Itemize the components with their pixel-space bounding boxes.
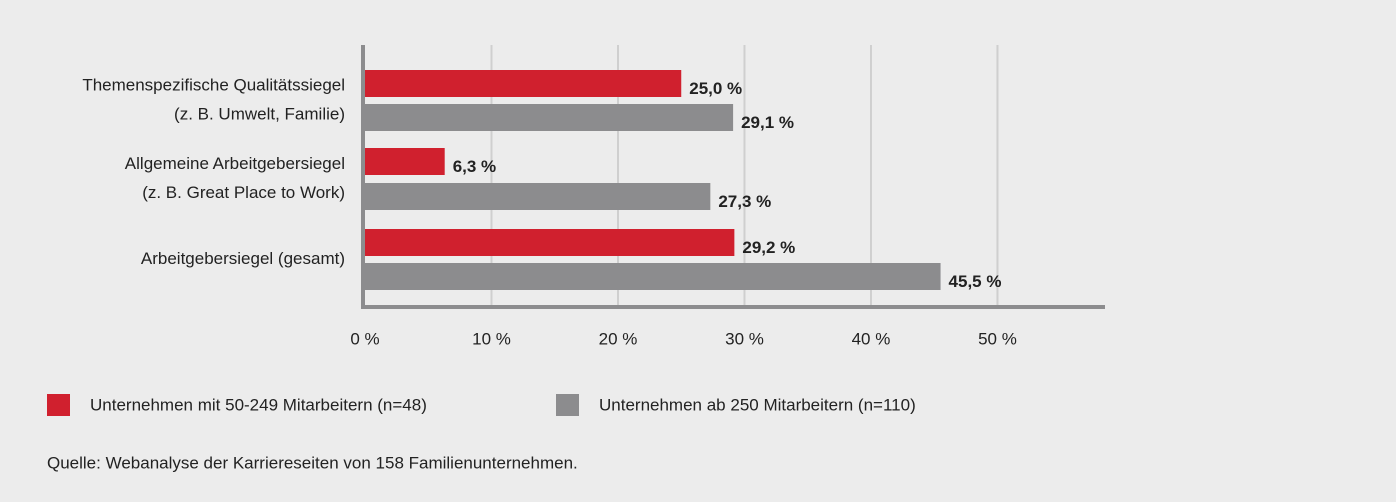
value-label: 45,5 %: [949, 272, 1002, 291]
bar: [365, 148, 445, 175]
category-label: Allgemeine Arbeitgebersiegel: [125, 154, 345, 173]
x-tick-label: 30 %: [725, 329, 764, 348]
x-tick-label: 40 %: [852, 329, 891, 348]
legend-label: Unternehmen ab 250 Mitarbeitern (n=110): [599, 395, 916, 414]
legend-swatch: [47, 394, 70, 416]
category-label: (z. B. Umwelt, Familie): [174, 104, 345, 123]
legend-swatch: [556, 394, 579, 416]
x-tick-label: 0 %: [350, 329, 379, 348]
category-label: Themenspezifische Qualitätssiegel: [82, 75, 345, 94]
x-tick-label: 50 %: [978, 329, 1017, 348]
bar: [365, 70, 682, 97]
category-label: (z. B. Great Place to Work): [142, 183, 345, 202]
x-tick-label: 10 %: [472, 329, 511, 348]
legend-label: Unternehmen mit 50-249 Mitarbeitern (n=4…: [90, 395, 427, 414]
bar: [365, 183, 711, 210]
bar: [365, 229, 735, 256]
value-label: 27,3 %: [718, 192, 771, 211]
x-tick-label: 20 %: [599, 329, 638, 348]
source-note: Quelle: Webanalyse der Karriereseiten vo…: [47, 453, 578, 472]
bar: [365, 104, 734, 131]
value-label: 29,2 %: [742, 238, 795, 257]
bar: [365, 263, 941, 290]
value-label: 29,1 %: [741, 113, 794, 132]
category-label: Arbeitgebersiegel (gesamt): [141, 249, 345, 268]
value-label: 6,3 %: [453, 157, 496, 176]
value-label: 25,0 %: [689, 79, 742, 98]
